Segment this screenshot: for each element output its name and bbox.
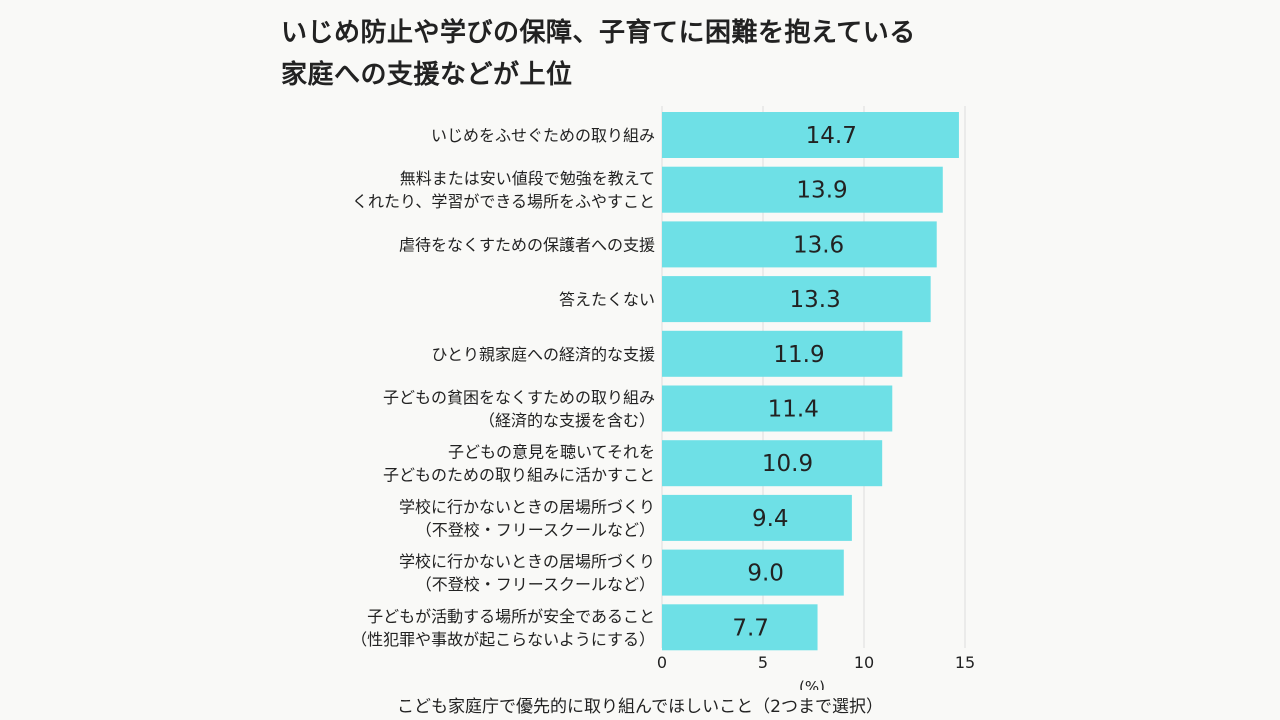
bar-value-label: 7.7 bbox=[732, 615, 769, 641]
bar-value-label: 11.4 bbox=[768, 397, 819, 423]
chart-title: いじめ防止や学びの保障、子育てに困難を抱えている 家庭への支援などが上位 bbox=[281, 12, 916, 96]
category-label: 学校に行かないときの居場所づくり bbox=[399, 552, 655, 571]
category-label: 子どもが活動する場所が安全であること bbox=[367, 607, 655, 626]
category-label: 答えたくない bbox=[559, 290, 655, 309]
category-label: （性犯罪や事故が起こらないようにする） bbox=[351, 630, 655, 649]
x-tick-label: 10 bbox=[854, 653, 874, 672]
category-label: 学校に行かないときの居場所づくり bbox=[399, 497, 655, 516]
x-axis-label: こども家庭庁で優先的に取り組んでほしいこと（2つまで選択） bbox=[397, 697, 883, 717]
bar-value-label: 11.9 bbox=[773, 342, 824, 368]
bar-value-label: 13.3 bbox=[790, 287, 841, 313]
bar-value-label: 13.9 bbox=[796, 178, 847, 204]
bar-value-label: 14.7 bbox=[806, 123, 857, 149]
bar bbox=[662, 494, 852, 541]
bar-value-label: 9.0 bbox=[747, 561, 784, 587]
category-label: （不登校・フリースクールなど） bbox=[416, 575, 655, 594]
category-label: くれたり、学習ができる場所をふやすこと bbox=[352, 192, 655, 211]
chart-title-line-2: 家庭への支援などが上位 bbox=[281, 60, 573, 90]
bar bbox=[662, 221, 937, 268]
category-label: 子どもの貧困をなくすための取り組み bbox=[383, 388, 655, 407]
bar bbox=[662, 440, 883, 487]
bar-value-label: 13.6 bbox=[793, 232, 844, 258]
category-label: 虐待をなくすための保護者への支援 bbox=[399, 235, 655, 254]
bar bbox=[662, 549, 844, 596]
bar-value-label: 9.4 bbox=[752, 506, 789, 532]
category-label: ひとり親家庭への経済的な支援 bbox=[431, 345, 655, 364]
x-axis-unit: (%) bbox=[799, 678, 825, 690]
category-label: 無料または安い値段で勉強を教えて bbox=[400, 169, 655, 188]
bar bbox=[662, 276, 931, 323]
category-label: 子どもの意見を聴いてそれを bbox=[448, 443, 655, 462]
bar bbox=[662, 112, 959, 158]
category-label: （不登校・フリースクールなど） bbox=[416, 520, 655, 539]
x-tick-label: 5 bbox=[758, 653, 768, 672]
bar-chart: 0 5 10 15 (%) 14.7 いじめをふせぐための取り組み 13.9 無料または安い値段… bbox=[351, 106, 975, 690]
category-label: （経済的な支援を含む） bbox=[479, 411, 655, 430]
bar bbox=[662, 385, 893, 432]
bar bbox=[662, 604, 818, 651]
category-label: いじめをふせぐための取り組み bbox=[431, 126, 655, 145]
x-tick-label: 15 bbox=[955, 653, 975, 672]
chart-title-line-1: いじめ防止や学びの保障、子育てに困難を抱えている bbox=[281, 18, 916, 48]
x-tick-label: 0 bbox=[657, 653, 667, 672]
bar-value-label: 10.9 bbox=[762, 451, 813, 477]
category-label: 子どものための取り組みに活かすこと bbox=[383, 466, 655, 485]
bar bbox=[662, 330, 903, 377]
bar bbox=[662, 166, 943, 213]
